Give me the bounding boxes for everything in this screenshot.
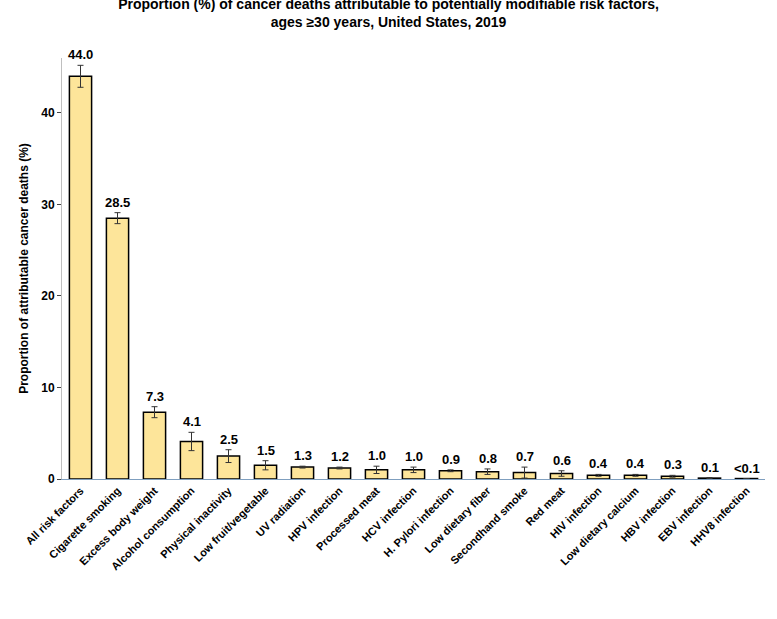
svg-text:Alcohol consumption: Alcohol consumption: [109, 484, 197, 572]
svg-text:1.2: 1.2: [331, 449, 349, 464]
svg-text:Low dietary calcium: Low dietary calcium: [558, 484, 641, 567]
svg-text:HIV infection: HIV infection: [548, 484, 604, 540]
svg-text:0.4: 0.4: [626, 456, 645, 471]
svg-text:0.6: 0.6: [553, 453, 571, 468]
svg-text:Processed meat: Processed meat: [314, 484, 382, 552]
svg-text:Proportion (%) of cancer death: Proportion (%) of cancer deaths attribut…: [118, 0, 659, 30]
svg-text:0.9: 0.9: [442, 452, 460, 467]
svg-text:Low fruit/vegetable: Low fruit/vegetable: [191, 485, 270, 564]
svg-text:Cigarette smoking: Cigarette smoking: [46, 485, 122, 561]
svg-text:0.7: 0.7: [516, 449, 534, 464]
svg-text:30: 30: [41, 198, 55, 212]
svg-text:1.0: 1.0: [368, 448, 386, 463]
svg-text:Excess body weight: Excess body weight: [77, 484, 160, 567]
svg-text:Low dietary fiber: Low dietary fiber: [422, 484, 493, 555]
svg-text:0.3: 0.3: [664, 457, 682, 472]
svg-text:1.3: 1.3: [294, 448, 312, 463]
svg-text:2.5: 2.5: [220, 432, 238, 447]
svg-text:4.1: 4.1: [183, 414, 201, 429]
svg-text:HHV8 infection: HHV8 infection: [688, 484, 752, 548]
svg-text:Proportion of attributable can: Proportion of attributable cancer deaths…: [17, 143, 31, 394]
svg-text:Secondhand smoke: Secondhand smoke: [448, 485, 530, 567]
svg-text:1.0: 1.0: [405, 449, 423, 464]
svg-text:7.3: 7.3: [146, 389, 164, 404]
svg-text:0.1: 0.1: [701, 460, 719, 475]
svg-text:H. Pylori infection: H. Pylori infection: [381, 484, 456, 559]
svg-text:40: 40: [41, 106, 55, 120]
svg-text:EBV infection: EBV infection: [656, 484, 715, 543]
svg-text:UV radiation: UV radiation: [253, 484, 307, 538]
svg-text:Physical inactivity: Physical inactivity: [158, 484, 235, 561]
svg-text:<0.1: <0.1: [734, 461, 760, 476]
svg-text:1.5: 1.5: [257, 443, 275, 458]
svg-text:Red meat: Red meat: [523, 484, 567, 528]
svg-text:HBV infection: HBV infection: [618, 484, 678, 544]
svg-text:0: 0: [48, 472, 55, 486]
svg-text:20: 20: [41, 289, 55, 303]
svg-text:All risk factors: All risk factors: [23, 485, 86, 548]
svg-text:10: 10: [41, 381, 55, 395]
svg-text:HCV infection: HCV infection: [359, 484, 419, 544]
svg-text:0.8: 0.8: [479, 451, 497, 466]
svg-text:HPV infection: HPV infection: [286, 484, 345, 543]
svg-text:44.0: 44.0: [68, 47, 93, 62]
svg-text:0.4: 0.4: [589, 456, 608, 471]
svg-text:28.5: 28.5: [105, 195, 130, 210]
